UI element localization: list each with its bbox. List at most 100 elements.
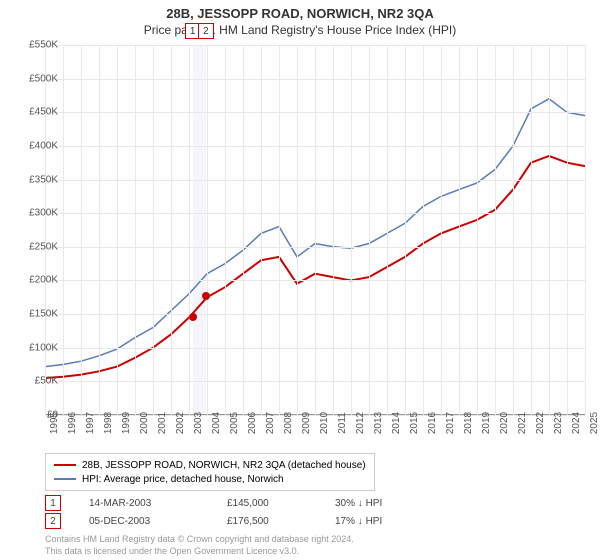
legend-swatch — [54, 478, 76, 480]
sale-price: £145,000 — [227, 498, 307, 509]
sale-marker: 1 — [45, 495, 61, 511]
x-axis-label: 2006 — [247, 412, 258, 434]
x-axis-label: 2016 — [427, 412, 438, 434]
sale-marker: 2 — [45, 513, 61, 529]
x-axis-label: 2002 — [175, 412, 186, 434]
x-axis-label: 2015 — [409, 412, 420, 434]
grid-line-v — [261, 45, 262, 415]
x-axis-label: 2021 — [517, 412, 528, 434]
y-axis-label: £550K — [18, 40, 58, 51]
grid-line-v — [225, 45, 226, 415]
grid-line-v — [99, 45, 100, 415]
x-axis-label: 1996 — [67, 412, 78, 434]
x-axis-label: 1997 — [85, 412, 96, 434]
grid-line-v — [549, 45, 550, 415]
x-axis-label: 2007 — [265, 412, 276, 434]
y-axis-label: £300K — [18, 208, 58, 219]
x-axis-label: 2025 — [589, 412, 600, 434]
x-axis-label: 1995 — [49, 412, 60, 434]
x-axis-label: 2001 — [157, 412, 168, 434]
grid-line-v — [477, 45, 478, 415]
chart-legend: 28B, JESSOPP ROAD, NORWICH, NR2 3QA (det… — [45, 453, 375, 491]
sale-date: 14-MAR-2003 — [89, 498, 199, 509]
sales-table: 1 14-MAR-2003 £145,000 30% ↓ HPI 2 05-DEC-200… — [45, 494, 425, 530]
grid-line-v — [333, 45, 334, 415]
grid-line-v — [171, 45, 172, 415]
footer-line-2: This data is licensed under the Open Gov… — [45, 546, 354, 558]
grid-line-v — [495, 45, 496, 415]
x-axis-label: 2020 — [499, 412, 510, 434]
x-axis-label: 2000 — [139, 412, 150, 434]
chart-container: 28B, JESSOPP ROAD, NORWICH, NR2 3QA Pric… — [0, 0, 600, 560]
grid-line-v — [81, 45, 82, 415]
sale-point — [189, 313, 197, 321]
grid-line-v — [135, 45, 136, 415]
y-axis-label: £350K — [18, 174, 58, 185]
y-axis-label: £100K — [18, 342, 58, 353]
x-axis-label: 2011 — [337, 412, 348, 434]
chart-title: 28B, JESSOPP ROAD, NORWICH, NR2 3QA — [0, 0, 600, 21]
sale-point — [202, 292, 210, 300]
x-axis-label: 2012 — [355, 412, 366, 434]
x-axis-label: 2003 — [193, 412, 204, 434]
x-axis-label: 2023 — [553, 412, 564, 434]
y-axis-label: £200K — [18, 275, 58, 286]
grid-line-v — [405, 45, 406, 415]
y-axis-label: £250K — [18, 241, 58, 252]
legend-swatch — [54, 464, 76, 466]
grid-line-v — [531, 45, 532, 415]
grid-line-v — [387, 45, 388, 415]
grid-line-v — [423, 45, 424, 415]
y-axis-label: £450K — [18, 107, 58, 118]
x-axis-label: 2017 — [445, 412, 456, 434]
x-axis-label: 2004 — [211, 412, 222, 434]
x-axis-label: 2018 — [463, 412, 474, 434]
callout-marker: 2 — [198, 23, 214, 39]
x-axis-label: 1999 — [121, 412, 132, 434]
sale-date: 05-DEC-2003 — [89, 516, 199, 527]
grid-line-v — [585, 45, 586, 415]
chart-plot-area: 12 — [45, 45, 585, 415]
legend-label: 28B, JESSOPP ROAD, NORWICH, NR2 3QA (det… — [82, 460, 366, 471]
grid-line-v — [279, 45, 280, 415]
sale-diff: 30% ↓ HPI — [335, 498, 425, 509]
x-axis-label: 2008 — [283, 412, 294, 434]
x-axis-label: 2005 — [229, 412, 240, 434]
footer-line-1: Contains HM Land Registry data © Crown c… — [45, 534, 354, 546]
y-axis-label: £500K — [18, 73, 58, 84]
grid-line-v — [459, 45, 460, 415]
grid-line-v — [297, 45, 298, 415]
grid-line-v — [315, 45, 316, 415]
grid-line-v — [243, 45, 244, 415]
legend-label: HPI: Average price, detached house, Norw… — [82, 474, 284, 485]
grid-line-v — [63, 45, 64, 415]
y-axis-label: £150K — [18, 309, 58, 320]
grid-line-v — [207, 45, 208, 415]
sale-diff: 17% ↓ HPI — [335, 516, 425, 527]
y-axis-label: £400K — [18, 140, 58, 151]
x-axis-label: 1998 — [103, 412, 114, 434]
grid-line-v — [513, 45, 514, 415]
grid-line-v — [351, 45, 352, 415]
sale-row: 1 14-MAR-2003 £145,000 30% ↓ HPI — [45, 494, 425, 512]
x-axis-label: 2019 — [481, 412, 492, 434]
grid-line-v — [117, 45, 118, 415]
sale-price: £176,500 — [227, 516, 307, 527]
grid-line-v — [567, 45, 568, 415]
sale-row: 2 05-DEC-2003 £176,500 17% ↓ HPI — [45, 512, 425, 530]
grid-line-v — [153, 45, 154, 415]
legend-item: 28B, JESSOPP ROAD, NORWICH, NR2 3QA (det… — [54, 458, 366, 472]
grid-line-v — [189, 45, 190, 415]
x-axis-label: 2013 — [373, 412, 384, 434]
grid-line-v — [369, 45, 370, 415]
grid-line-v — [45, 45, 46, 415]
y-axis-label: £50K — [18, 376, 58, 387]
legend-item: HPI: Average price, detached house, Norw… — [54, 472, 366, 486]
x-axis-label: 2024 — [571, 412, 582, 434]
grid-line-v — [441, 45, 442, 415]
x-axis-label: 2009 — [301, 412, 312, 434]
x-axis-label: 2010 — [319, 412, 330, 434]
chart-subtitle: Price paid vs. HM Land Registry's House … — [0, 21, 600, 37]
x-axis-label: 2014 — [391, 412, 402, 434]
chart-footer: Contains HM Land Registry data © Crown c… — [45, 534, 354, 557]
